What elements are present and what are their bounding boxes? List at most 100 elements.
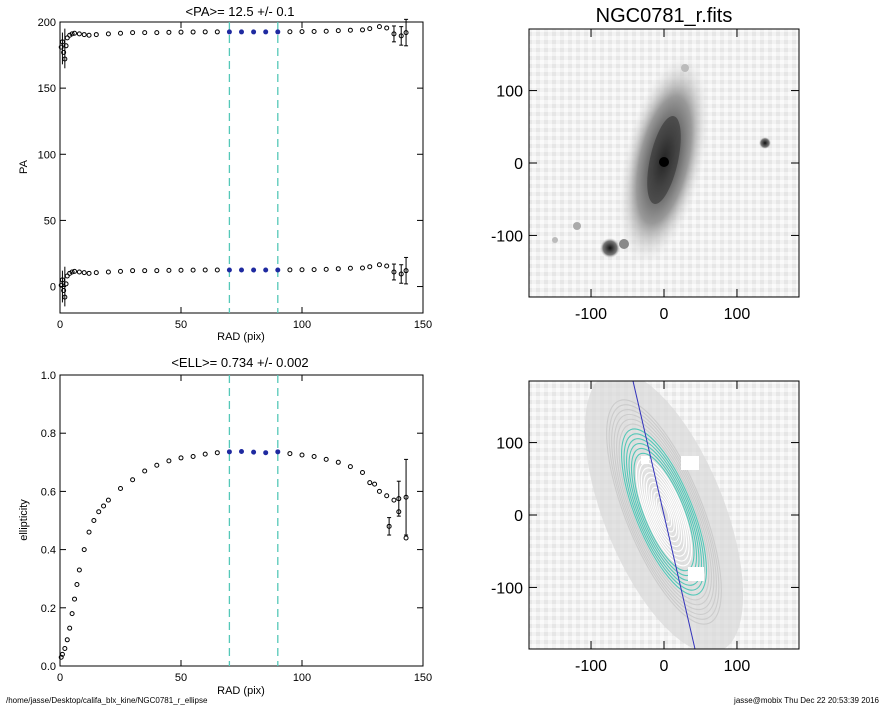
data-point (86, 270, 92, 276)
data-point (226, 267, 232, 273)
data-point (67, 32, 73, 38)
y-tick-label: 0.2 (41, 603, 56, 615)
data-point (93, 270, 99, 276)
x-tick-label: 50 (175, 319, 187, 331)
data-point (376, 24, 382, 30)
data-point (93, 32, 99, 38)
data-point (384, 25, 390, 31)
ell-plot-frame (59, 374, 424, 667)
data-point (376, 262, 382, 268)
data-point (214, 29, 220, 35)
galaxy-image-panel: NGC0781_r.fits -100 0 100 -100 0 100 (491, 5, 800, 323)
data-point (96, 509, 102, 515)
footer-file-path: /home/jasse/Desktop/califa_blx_kine/NGC0… (6, 696, 208, 705)
data-point (226, 449, 232, 455)
data-point (118, 268, 123, 274)
data-point (76, 567, 82, 573)
x-tick-label: 0 (57, 319, 63, 331)
pa-plot-title: <PA>= 12.5 +/- 0.1 (186, 4, 295, 19)
data-point (69, 611, 75, 617)
y-tick-label: 0.6 (41, 486, 56, 498)
data-point (105, 31, 111, 37)
ell-y-axis-label: ellipticity (18, 499, 30, 541)
pa-data-points (58, 18, 409, 307)
x-tick-label: 0 (57, 672, 63, 684)
isophote-contour (613, 413, 715, 611)
data-point (166, 458, 172, 464)
data-point (105, 497, 111, 503)
data-point (299, 452, 305, 458)
y-tick-label: 50 (44, 215, 56, 227)
y-tick-label: 100 (496, 436, 523, 453)
data-point (166, 267, 172, 273)
data-point (239, 29, 244, 35)
data-point (202, 267, 208, 273)
x-tick-label: 0 (660, 306, 669, 323)
data-point (62, 646, 68, 652)
data-point (275, 449, 281, 455)
data-point (154, 268, 160, 274)
image-x-axis: -100 0 100 (575, 29, 750, 323)
data-point (347, 464, 353, 470)
data-point (72, 268, 78, 274)
data-point (58, 282, 64, 288)
data-point (311, 29, 317, 35)
data-point (178, 267, 184, 273)
data-point (376, 488, 382, 494)
data-point (63, 43, 69, 49)
isophote-contour (623, 433, 705, 591)
data-point (323, 456, 329, 462)
y-tick-label: 100 (496, 84, 523, 101)
data-point (69, 269, 75, 275)
ell-x-axis: 0 50 100 150 (57, 375, 432, 684)
isophote-contour (643, 472, 685, 552)
data-point (190, 453, 196, 459)
data-point (91, 518, 97, 523)
data-point (360, 265, 365, 271)
data-point (178, 455, 184, 461)
data-point (64, 637, 70, 643)
pa-fit-range-lines (228, 22, 279, 313)
data-point (263, 29, 269, 35)
data-point (202, 451, 208, 457)
data-point (142, 468, 148, 474)
data-point (81, 547, 87, 553)
data-point (391, 497, 397, 503)
data-point (214, 267, 220, 273)
data-point (251, 29, 257, 35)
y-tick-label: -100 (491, 228, 523, 245)
data-point (287, 29, 293, 35)
data-point (287, 267, 293, 273)
data-point (178, 29, 184, 35)
data-point (81, 32, 87, 38)
ell-data-points (58, 449, 409, 660)
data-point (347, 27, 353, 33)
image-y-axis: -100 0 100 (491, 84, 799, 245)
data-point (130, 477, 136, 483)
contour-image-panel: -100 0 100 -100 0 100 (491, 380, 800, 675)
isophote-contour (633, 452, 695, 572)
data-point (299, 29, 305, 35)
x-tick-label: 150 (414, 319, 432, 331)
data-point (367, 480, 373, 486)
x-tick-label: 100 (724, 306, 751, 323)
isophote-contour (608, 404, 720, 620)
data-point (101, 503, 107, 509)
data-point (323, 266, 329, 272)
isophote-contour (618, 423, 710, 601)
galaxy-image (529, 29, 799, 297)
y-tick-label: 200 (38, 17, 56, 29)
data-point (67, 625, 73, 631)
pa-y-axis-label: PA (18, 159, 30, 174)
data-point (335, 266, 341, 272)
data-point (251, 449, 257, 455)
pa-y-axis: 0 50 100 150 200 (38, 17, 423, 294)
data-point (190, 29, 196, 35)
data-point (63, 281, 69, 287)
data-point (347, 265, 353, 271)
data-point (360, 469, 365, 475)
x-tick-label: 100 (293, 672, 311, 684)
data-point (105, 269, 111, 275)
data-point (335, 459, 341, 465)
